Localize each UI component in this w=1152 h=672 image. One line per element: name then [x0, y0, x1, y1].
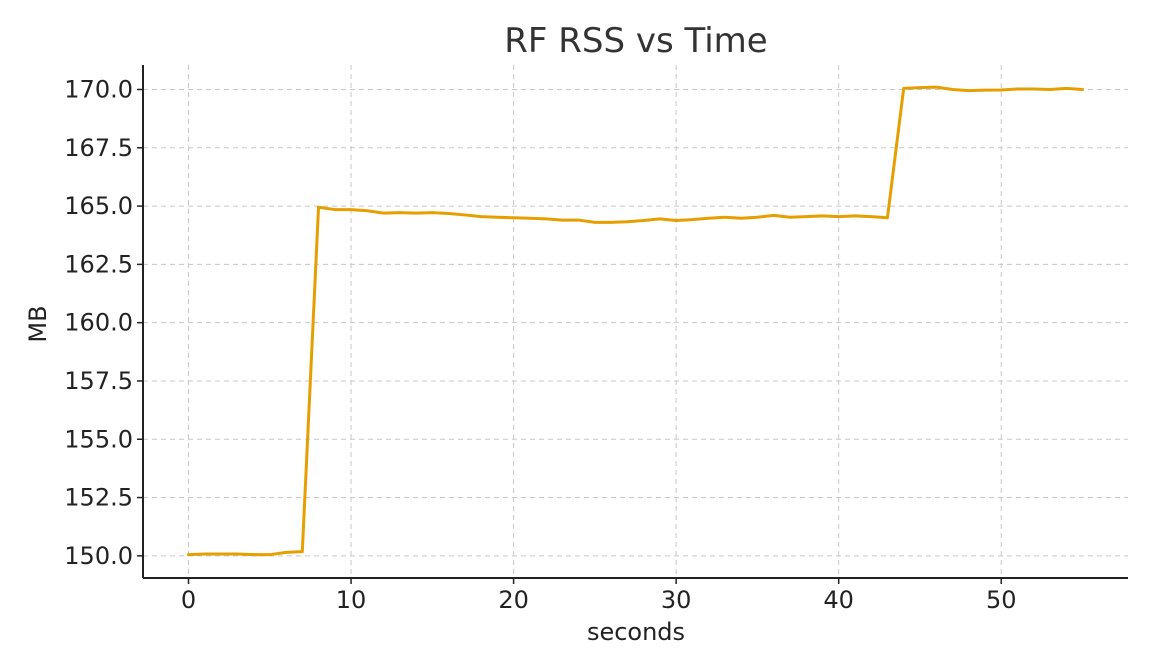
data-point — [657, 216, 662, 221]
data-point — [625, 219, 630, 224]
data-point — [479, 214, 484, 219]
data-point — [511, 215, 516, 220]
data-point — [560, 218, 565, 223]
data-point — [950, 87, 955, 92]
x-tick-label: 30 — [661, 586, 692, 614]
data-point — [381, 211, 386, 216]
y-tick-label: 167.5 — [64, 134, 133, 162]
data-point — [219, 551, 224, 556]
chart-title: RF RSS vs Time — [504, 21, 767, 61]
data-point — [787, 215, 792, 220]
x-tick-label: 50 — [986, 586, 1017, 614]
y-tick-label: 150.0 — [64, 542, 133, 570]
data-point — [592, 220, 597, 225]
data-point — [462, 212, 467, 217]
x-axis-label: seconds — [587, 618, 685, 646]
data-point — [397, 210, 402, 215]
data-point — [495, 215, 500, 220]
data-point — [1080, 87, 1085, 92]
axes — [142, 65, 1128, 579]
y-tick-label: 160.0 — [64, 309, 133, 337]
data-point — [300, 549, 305, 554]
data-point — [202, 551, 207, 556]
data-point — [755, 215, 760, 220]
x-tick-label: 20 — [498, 586, 529, 614]
data-point — [739, 216, 744, 221]
data-point — [251, 552, 256, 557]
data-point — [852, 213, 857, 218]
data-point — [609, 220, 614, 225]
ticks: 0 10 20 30 40 50 150.0 152.5 155.0 157.5 160.0 162.… — [64, 75, 1016, 614]
x-tick-label: 10 — [336, 586, 367, 614]
data-point — [446, 211, 451, 216]
data-point — [836, 214, 841, 219]
data-point — [804, 214, 809, 219]
data-point — [527, 216, 532, 221]
y-tick-label: 152.5 — [64, 484, 133, 512]
data-point — [771, 213, 776, 218]
data-point — [885, 215, 890, 220]
data-point — [1015, 87, 1020, 92]
x-tick-label: 40 — [823, 586, 854, 614]
y-tick-label: 155.0 — [64, 425, 133, 453]
data-point — [982, 88, 987, 93]
data-point — [820, 213, 825, 218]
data-point — [414, 211, 419, 216]
data-point — [869, 214, 874, 219]
data-point — [186, 552, 191, 557]
data-point — [316, 205, 321, 210]
grid — [143, 65, 1128, 578]
data-point — [917, 85, 922, 90]
data-point — [1064, 86, 1069, 91]
data-point — [576, 218, 581, 223]
data-point — [349, 207, 354, 212]
series-line — [187, 85, 1084, 557]
data-point — [722, 215, 727, 220]
data-point — [706, 216, 711, 221]
data-point — [999, 87, 1004, 92]
data-point — [1047, 87, 1052, 92]
data-point — [365, 208, 370, 213]
x-tick-label: 0 — [181, 586, 196, 614]
data-point — [544, 216, 549, 221]
series — [186, 85, 1085, 557]
data-point — [235, 551, 240, 556]
data-point — [641, 218, 646, 223]
data-point — [674, 218, 679, 223]
data-point — [901, 86, 906, 91]
data-point — [332, 207, 337, 212]
data-point — [284, 550, 289, 555]
y-tick-label: 157.5 — [64, 367, 133, 395]
data-point — [934, 85, 939, 90]
data-point — [267, 552, 272, 557]
data-point — [430, 210, 435, 215]
y-tick-label: 162.5 — [64, 250, 133, 278]
data-point — [1031, 87, 1036, 92]
data-point — [690, 217, 695, 222]
y-axis-label: MB — [24, 305, 52, 342]
y-tick-label: 170.0 — [64, 75, 133, 103]
y-tick-label: 165.0 — [64, 192, 133, 220]
data-point — [966, 88, 971, 93]
